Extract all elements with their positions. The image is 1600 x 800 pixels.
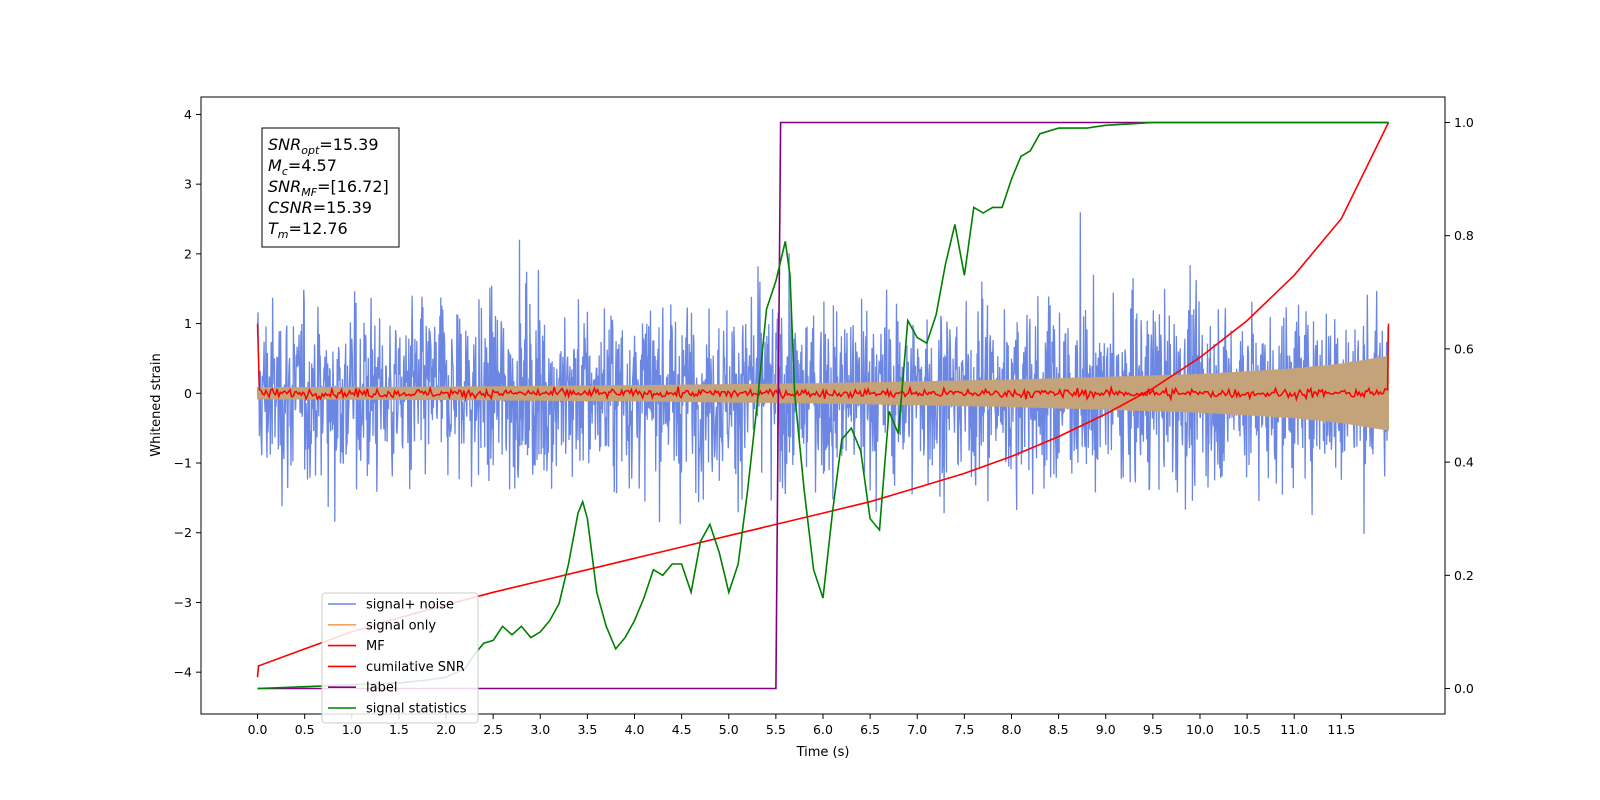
axes: 0.0 0.5 1.0 1.5 2.0 2.5 3.0 3.5 4.0 4.5 5.0 5.5 6.0 6… [174, 107, 1474, 737]
stats-line: CSNR=15.39 [268, 198, 372, 217]
y-tick-label: −4 [174, 665, 192, 680]
y-axis-label: Whitened strain [149, 353, 164, 456]
stats-line: Mc=4.57 [268, 156, 337, 178]
x-tick-label: 10.5 [1233, 722, 1261, 737]
y-tick-label: 1 [184, 316, 192, 331]
x-tick-label: 2.5 [483, 722, 503, 737]
y2-tick-label: 0.4 [1454, 455, 1474, 470]
y-tick-label: −3 [174, 595, 192, 610]
y-tick-label: −1 [174, 456, 192, 471]
y2-tick-label: 0.6 [1454, 341, 1474, 356]
x-tick-label: 1.5 [389, 722, 409, 737]
x-tick-label: 7.0 [907, 722, 927, 737]
x-tick-label: 8.5 [1049, 722, 1069, 737]
x-tick-label: 10.0 [1186, 722, 1214, 737]
y2-tick-label: 0.2 [1454, 568, 1474, 583]
stats-box-frame [261, 127, 400, 248]
series-signal-statistics [257, 121, 1389, 690]
legend: signal+ noise signal only MF cumilative SNR… [321, 592, 479, 724]
y2-tick-label: 0.8 [1454, 228, 1474, 243]
stats-line: SNRopt=15.39 [268, 135, 379, 157]
y2-tick-label: 1.0 [1454, 115, 1474, 130]
legend-label: signal+ noise [366, 598, 454, 613]
x-tick-label: 1.0 [342, 722, 362, 737]
legend-label: cumilative SNR [366, 660, 465, 675]
x-tick-label: 8.0 [1002, 722, 1022, 737]
stats-line: SNRMF=[16.72] [268, 177, 389, 199]
legend-label: label [366, 681, 397, 696]
x-tick-label: 2.0 [436, 722, 456, 737]
stats-box: SNRopt=15.39Mc=4.57SNRMF=[16.72]CSNR=15.… [261, 127, 400, 248]
x-tick-label: 0.0 [248, 722, 268, 737]
y2-tick-label: 0.0 [1454, 681, 1474, 696]
x-tick-label: 4.0 [625, 722, 645, 737]
legend-label: signal only [366, 618, 436, 633]
x-tick-label: 9.5 [1143, 722, 1163, 737]
legend-label: signal statistics [366, 702, 467, 717]
stats-line: Tm=12.76 [268, 219, 348, 241]
x-tick-label: 9.0 [1096, 722, 1116, 737]
legend-label: MF [366, 639, 385, 654]
legend-frame [321, 592, 479, 724]
x-tick-label: 3.5 [577, 722, 597, 737]
x-tick-label: 3.0 [530, 722, 550, 737]
x-tick-label: 4.5 [672, 722, 692, 737]
x-tick-label: 5.5 [766, 722, 786, 737]
x-tick-label: 0.5 [295, 722, 315, 737]
plot-area [256, 121, 1390, 690]
x-tick-label: 7.5 [954, 722, 974, 737]
y-tick-label: 0 [184, 386, 192, 401]
x-tick-label: 11.5 [1327, 722, 1355, 737]
y-tick-label: 2 [184, 246, 192, 261]
x-axis-label: Time (s) [796, 745, 850, 760]
x-tick-label: 6.0 [813, 722, 833, 737]
x-tick-label: 5.0 [719, 722, 739, 737]
x-tick-label: 11.0 [1280, 722, 1308, 737]
series-mf [256, 323, 1390, 403]
series-label [257, 121, 1389, 690]
y-tick-label: 4 [184, 107, 192, 122]
y-tick-label: −2 [174, 525, 192, 540]
x-tick-label: 6.5 [860, 722, 880, 737]
y-tick-label: 3 [184, 177, 192, 192]
